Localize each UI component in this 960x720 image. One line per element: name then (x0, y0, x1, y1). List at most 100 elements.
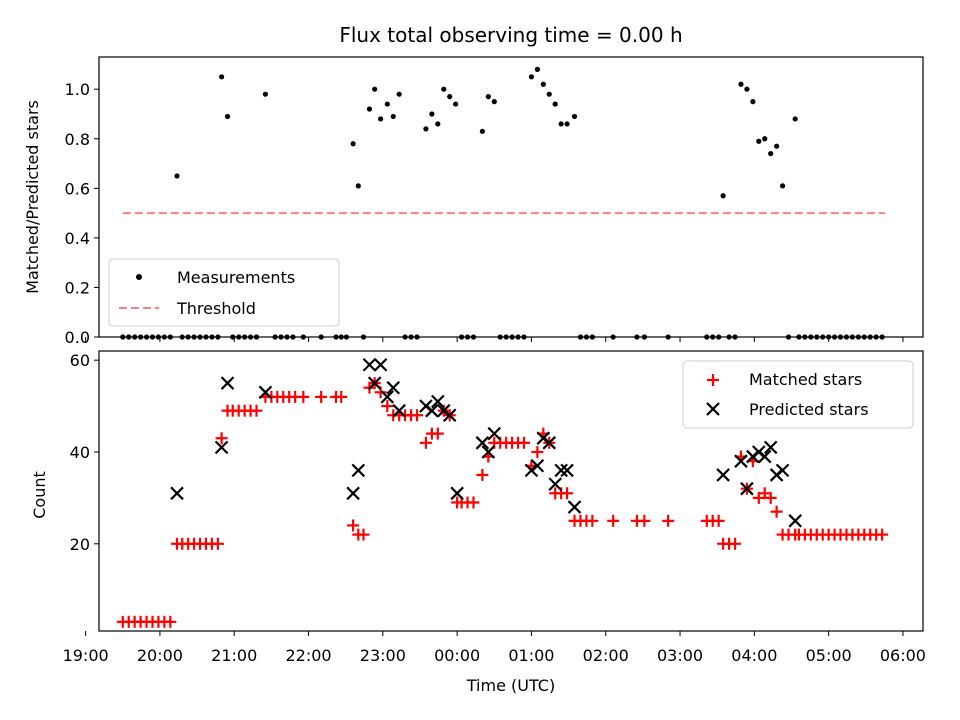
bottom-x-tick-label: 03:00 (657, 646, 703, 665)
matched-point (250, 404, 263, 417)
matched-point (476, 468, 489, 481)
measurement-point (762, 136, 768, 142)
bottom-x-tick-label: 01:00 (508, 646, 554, 665)
chart-title: Flux total observing time = 0.00 h (339, 23, 682, 47)
measurement-point (540, 81, 546, 87)
bottom-y-tick-label: 20 (70, 535, 90, 554)
predicted-point (775, 463, 790, 478)
predicted-point (386, 380, 401, 395)
predicted-point (367, 376, 382, 390)
measurement-point (350, 141, 356, 147)
measurement-point (384, 101, 390, 107)
measurement-point (224, 113, 231, 120)
measurement-point (441, 86, 447, 92)
matched-point (607, 514, 620, 527)
predicted-points (170, 357, 802, 528)
predicted-point (567, 500, 582, 514)
measurement-point (218, 74, 225, 80)
measurement-point (372, 86, 378, 92)
predicted-point (220, 376, 235, 390)
matched-points (116, 377, 889, 628)
measurement-point (174, 173, 180, 179)
matched-point (662, 514, 675, 527)
predicted-point (734, 454, 748, 468)
measurements-legend-marker (136, 274, 142, 280)
top-y-tick-label: 0.2 (65, 278, 90, 297)
bottom-x-ticks: 19:00 20:00 21:00 22:00 23:00 00:00 01:00 02:00… (63, 631, 926, 665)
measurement-point (435, 121, 441, 127)
predicted-point (560, 463, 574, 478)
matched-point (381, 400, 394, 413)
predicted-point (380, 390, 395, 404)
legend-predicted: Predicted stars (749, 400, 869, 419)
measurement-point (744, 86, 750, 92)
bottom-legend-box (682, 360, 914, 429)
top-plot-frame (98, 56, 924, 338)
measurement-point (528, 74, 535, 80)
measurement-point (355, 183, 361, 189)
matched-legend-marker (707, 374, 719, 386)
matched-point (531, 445, 544, 458)
measurement-point (750, 99, 756, 105)
bottom-x-tick-label: 06:00 (880, 646, 926, 665)
matched-point (411, 409, 424, 422)
predicted-point (450, 486, 464, 501)
measurement-point (262, 91, 269, 97)
matched-point (729, 537, 742, 550)
bottom-x-tick-label: 21:00 (211, 646, 257, 665)
legend-threshold: Threshold (176, 299, 256, 318)
matched-point (467, 496, 480, 509)
matched-point (770, 505, 783, 518)
bottom-y-ticks: 20 40 60 (70, 351, 99, 554)
matched-point (164, 615, 177, 628)
matched-point (315, 390, 328, 403)
measurement-point (720, 193, 726, 199)
measurement-point (564, 121, 570, 127)
measurement-point (429, 111, 435, 117)
bottom-x-tick-label: 23:00 (360, 646, 406, 665)
bottom-legend: Matched stars Predicted stars (682, 360, 914, 429)
predicted-point (740, 481, 754, 496)
predicted-point (548, 477, 562, 491)
measurement-point (479, 128, 485, 134)
bottom-y-tick-label: 60 (70, 351, 90, 370)
bottom-x-tick-label: 02:00 (583, 646, 629, 665)
matched-point (518, 436, 531, 449)
measurement-point (756, 138, 762, 144)
measurement-point (378, 116, 384, 122)
bottom-x-tick-label: 22:00 (285, 646, 331, 665)
bottom-y-tick-label: 40 (70, 443, 90, 462)
predicted-point (351, 463, 366, 478)
predicted-point (170, 486, 184, 501)
predicted-point (530, 458, 545, 473)
matched-point (638, 514, 651, 527)
matched-point (297, 390, 310, 403)
measurement-point (792, 116, 798, 122)
bottom-x-tick-label: 20:00 (137, 646, 183, 665)
measurement-point (396, 91, 402, 97)
matched-point (561, 487, 574, 500)
predicted-point (362, 357, 377, 372)
matched-point (712, 514, 725, 527)
measurement-point (768, 151, 774, 157)
bottom-x-tick-label: 04:00 (731, 646, 777, 665)
bottom-x-tick-label: 19:00 (63, 646, 109, 665)
matched-point (419, 436, 432, 449)
predicted-point (214, 440, 229, 455)
predicted-point (425, 403, 439, 418)
measurement-point (571, 113, 578, 120)
top-y-tick-label: 0.0 (65, 328, 90, 347)
predicted-point (431, 394, 445, 409)
matched-point (347, 519, 360, 532)
predicted-point (788, 514, 802, 528)
bottom-x-tick-label: 00:00 (434, 646, 480, 665)
predicted-point (542, 436, 557, 450)
predicted-point (258, 385, 273, 400)
matched-point (215, 432, 228, 445)
measurement-point (366, 106, 373, 112)
measurement-point (453, 101, 459, 107)
matched-point (335, 390, 348, 403)
measurement-point (558, 121, 564, 127)
top-y-axis-label: Matched/Predicted stars (23, 100, 42, 294)
